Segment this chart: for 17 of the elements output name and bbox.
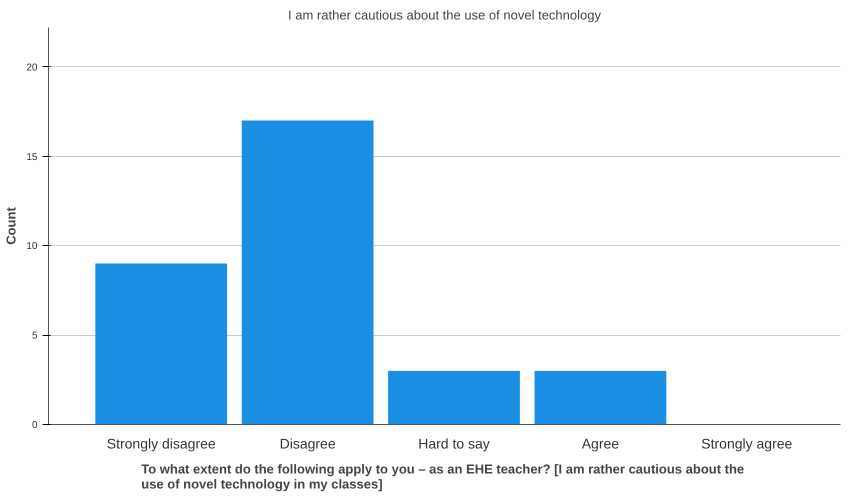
bar: [534, 370, 666, 424]
bar: [95, 264, 228, 424]
x-tick-label: Strongly agree: [701, 436, 793, 452]
x-tick-label: Hard to say: [418, 436, 490, 452]
y-tick-label: 10: [26, 241, 38, 252]
y-tick-label: 0: [32, 420, 38, 431]
x-tick-label: Strongly disagree: [106, 436, 216, 452]
bar: [388, 370, 520, 424]
x-axis-title: To what extent do the following apply to you – as an EHE teacher? [I am rather cautious about the use of novel technology in my classes]: [141, 462, 744, 492]
bar: [242, 120, 374, 424]
y-axis-title: Count: [3, 206, 18, 245]
x-tick-label: Disagree: [280, 436, 336, 452]
chart-title: I am rather cautious about the use of novel technology: [288, 8, 602, 22]
y-tick-label: 15: [26, 152, 38, 163]
x-tick-label: Agree: [582, 436, 620, 452]
y-tick-label: 20: [26, 62, 38, 74]
y-tick-label: 5: [32, 330, 38, 342]
